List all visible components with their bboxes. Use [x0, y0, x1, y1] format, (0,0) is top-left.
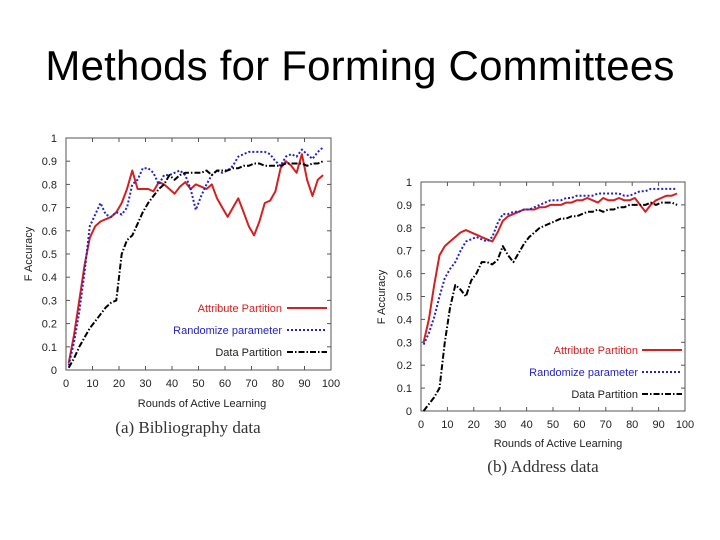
slide-title: Methods for Forming Committees: [45, 42, 675, 89]
y-tick-label: 0.1: [397, 383, 412, 395]
x-tick-label: 80: [272, 378, 284, 390]
y-tick-label: 0.7: [397, 246, 412, 258]
x-tick-label: 90: [652, 419, 664, 431]
series-line-data-partition: [422, 201, 678, 412]
y-tick-label: 0: [51, 365, 57, 377]
y-tick-label: 0.8: [42, 179, 57, 191]
x-tick-label: 50: [547, 419, 559, 431]
x-tick-label: 60: [573, 419, 585, 431]
series-line-randomize-parameter: [422, 187, 678, 346]
x-tick-label: 40: [166, 378, 178, 390]
y-tick-label: 1: [406, 177, 412, 189]
x-tick-label: 10: [441, 419, 453, 431]
chart-caption: (a) Bibliography data: [115, 418, 261, 437]
x-tick-label: 40: [520, 419, 532, 431]
y-tick-label: 0.2: [397, 360, 412, 372]
y-tick-label: 0.6: [397, 269, 412, 281]
x-tick-label: 20: [468, 419, 480, 431]
y-tick-label: 0.6: [42, 226, 57, 238]
x-tick-label: 80: [626, 419, 638, 431]
x-tick-label: 20: [113, 378, 125, 390]
y-tick-label: 0.9: [397, 200, 412, 212]
y-tick-label: 0.8: [397, 223, 412, 235]
x-axis-title: Rounds of Active Learning: [138, 398, 266, 410]
y-axis-title: F Accuracy: [376, 269, 388, 324]
y-tick-label: 0.4: [397, 314, 412, 326]
x-tick-label: 60: [219, 378, 231, 390]
series-line-data-partition: [67, 160, 324, 369]
x-axis-title: Rounds of Active Learning: [494, 438, 622, 450]
legend-label: Attribute Partition: [554, 345, 638, 357]
x-tick-label: 100: [322, 378, 340, 390]
y-tick-label: 0: [406, 406, 412, 418]
legend-label: Data Partition: [571, 389, 638, 401]
legend-label: Attribute Partition: [198, 303, 282, 315]
x-tick-label: 70: [600, 419, 612, 431]
x-tick-label: 0: [418, 419, 424, 431]
x-tick-label: 0: [63, 378, 69, 390]
legend-label: Randomize parameter: [173, 325, 282, 337]
y-tick-label: 0.5: [397, 292, 412, 304]
x-tick-label: 10: [86, 378, 98, 390]
y-tick-label: 0.7: [42, 203, 57, 215]
y-tick-label: 0.3: [42, 295, 57, 307]
x-tick-label: 90: [298, 378, 310, 390]
x-tick-label: 100: [676, 419, 694, 431]
x-tick-label: 30: [494, 419, 506, 431]
x-tick-label: 30: [139, 378, 151, 390]
chart-caption: (b) Address data: [487, 457, 599, 476]
y-tick-label: 1: [51, 133, 57, 145]
y-tick-label: 0.5: [42, 249, 57, 261]
y-tick-label: 0.2: [42, 319, 57, 331]
y-axis-title: F Accuracy: [23, 226, 35, 281]
legend-label: Data Partition: [215, 347, 282, 359]
series-line-attribute-partition: [422, 192, 678, 343]
y-tick-label: 0.4: [42, 272, 57, 284]
x-tick-label: 70: [245, 378, 257, 390]
chart-b: 00.10.20.30.40.50.60.70.80.910 10 20 30 40 50…: [376, 177, 694, 476]
y-tick-label: 0.3: [397, 337, 412, 349]
x-tick-label: 50: [192, 378, 204, 390]
y-tick-label: 0.9: [42, 156, 57, 168]
legend-label: Randomize parameter: [529, 367, 638, 379]
y-tick-label: 0.1: [42, 342, 57, 354]
chart-a: 00.10.20.30.40.50.60.70.80.910 10 20 30 40 50…: [23, 133, 340, 437]
